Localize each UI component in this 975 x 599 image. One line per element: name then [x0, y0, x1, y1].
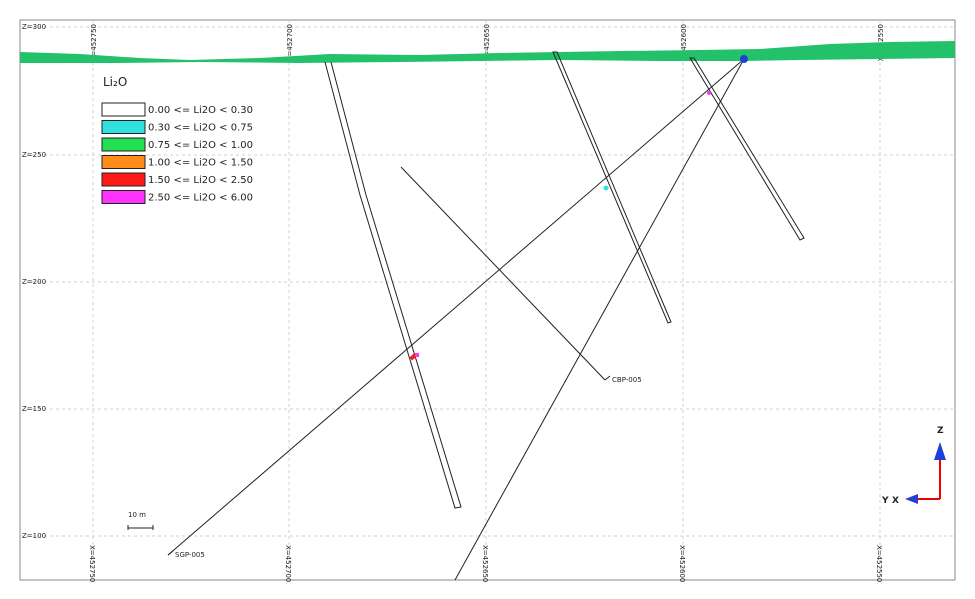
z-label: Z=150	[22, 405, 46, 413]
legend-swatch	[101, 120, 146, 134]
legend-label: 0.30 <= Li2O < 0.75	[148, 123, 253, 134]
drillhole-trace	[454, 58, 745, 581]
triad-y: Y	[881, 496, 889, 506]
triad-z: Z	[937, 426, 944, 436]
legend-swatch	[101, 190, 146, 204]
legend-label: 0.00 <= Li2O < 0.30	[148, 105, 253, 116]
x-label-bottom: X=452600	[678, 545, 686, 582]
assay	[415, 353, 419, 357]
x-label-top: X=452650	[483, 24, 491, 61]
z-label: Z=300	[22, 23, 46, 31]
legend-swatch	[101, 102, 146, 117]
collar	[740, 55, 748, 63]
x-label-bottom: X=452750	[88, 545, 96, 582]
assay	[707, 91, 711, 95]
drillhole	[552, 51, 672, 324]
z-label: Z=100	[22, 532, 46, 540]
y-arrow	[905, 494, 918, 504]
legend-swatch	[101, 155, 146, 169]
legend-label: 2.50 <= Li2O < 6.00	[148, 193, 253, 204]
frame	[19, 19, 956, 581]
x-label-bottom: X=452550	[875, 545, 883, 582]
scale-label: 10 m	[128, 511, 146, 519]
z-label: Z=200	[22, 278, 46, 286]
terrain	[20, 41, 955, 63]
drillhole-trace	[400, 166, 606, 381]
drillhole	[324, 61, 462, 509]
x-label-top: X=452750	[90, 24, 98, 61]
x-label-bottom: X=452700	[284, 545, 292, 582]
legend-label: 0.75 <= Li2O < 1.00	[148, 140, 253, 151]
drillhole	[689, 57, 805, 241]
z-arrow	[934, 442, 946, 460]
legend-title: Li₂O	[103, 75, 127, 89]
legend: 0.00 <= Li2O < 0.30 0.30 <= Li2O < 0.75 0.…	[101, 102, 253, 204]
hole-label: SGP-005	[175, 551, 205, 559]
x-label-top: X=452600	[680, 24, 688, 61]
z-label: Z=250	[22, 151, 46, 159]
legend-swatch	[101, 172, 146, 187]
legend-label: 1.00 <= Li2O < 1.50	[148, 158, 253, 169]
drillhole-trace	[167, 58, 745, 556]
assay	[409, 353, 417, 361]
legend-label: 1.50 <= Li2O < 2.50	[148, 175, 253, 186]
tick	[167, 550, 174, 556]
scale-bar	[127, 525, 154, 530]
hole-label: CBP-005	[612, 376, 642, 384]
x-label-bottom: X=452650	[481, 545, 489, 582]
assay	[603, 185, 609, 191]
legend-swatch	[101, 137, 146, 152]
drillholes	[167, 51, 805, 581]
tick	[604, 375, 611, 381]
triad-x: X	[892, 496, 899, 506]
x-label-top: X=452700	[286, 24, 294, 61]
